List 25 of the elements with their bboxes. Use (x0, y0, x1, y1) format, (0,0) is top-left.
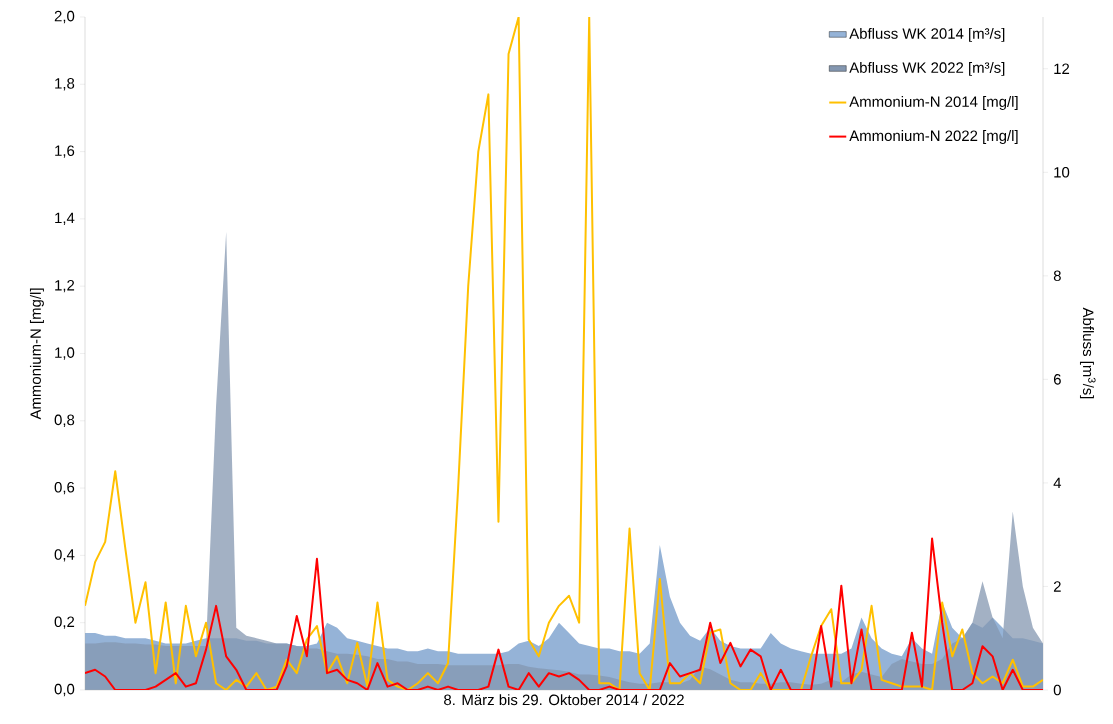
y-tick-label: 0,2 (54, 616, 75, 629)
y2-tick-label: 6 (1053, 374, 1061, 385)
y-tick-label: 1,4 (55, 212, 75, 225)
y-tick-label: 1,8 (55, 78, 75, 91)
y2-tick-label: 2 (1053, 581, 1061, 592)
y-axis-title: Ammonium-N [mg/l] (29, 288, 44, 420)
legend-label: Ammonium-N 2014 [mg/l] (849, 96, 1018, 110)
legend-label: Ammonium-N 2022 [mg/l] (849, 130, 1018, 144)
y2-tick-label: 4 (1053, 477, 1062, 489)
y2-tick-label: 12 (1054, 63, 1070, 74)
y-tick-label: 0,6 (54, 481, 75, 495)
y2-tick-label: 0 (1053, 684, 1061, 696)
x-axis-title: 8. März bis 29. Oktober 2014 / 2022 (444, 694, 684, 706)
legend-label: Abfluss WK 2014 [m³/s] (849, 27, 1005, 42)
y-tick-label: 0,4 (54, 549, 75, 562)
y-tick-label: 0,0 (54, 683, 75, 697)
y-tick-label: 2,0 (54, 10, 75, 24)
y2-tick-label: 10 (1054, 167, 1070, 178)
y2-tick-label: 8 (1053, 270, 1061, 282)
y2-axis-title: Abfluss [m$^{3}$/s] (1079, 307, 1096, 399)
y-tick-label: 1,2 (55, 280, 75, 293)
y-tick-label: 0,8 (54, 414, 75, 427)
y-tick-label: 1,0 (55, 347, 75, 360)
y-tick-label: 1,6 (55, 145, 75, 158)
legend-label: Abfluss WK 2022 [m³/s] (849, 61, 1005, 76)
